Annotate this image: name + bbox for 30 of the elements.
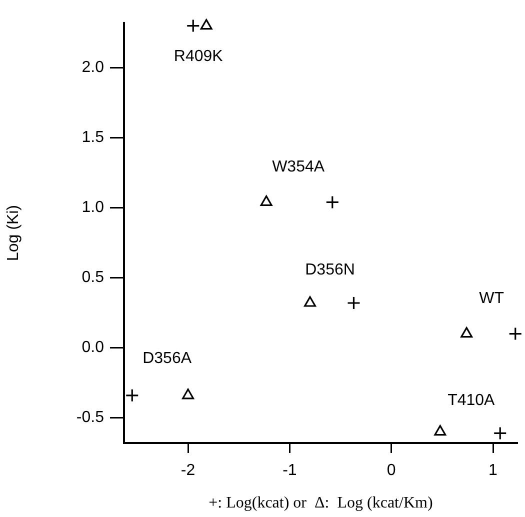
y-tick-label: 2.0 — [82, 59, 104, 76]
point — [186, 19, 200, 33]
x-tick-label: -2 — [180, 462, 196, 480]
annotation: D356N — [305, 261, 355, 278]
annotation: R409K — [174, 48, 224, 66]
x-axis-title: +: Log(kcat) or Δ: Log (kcat/Km) — [208, 494, 433, 512]
annotation: T410A — [448, 392, 496, 410]
y-tick-label: 1.5 — [82, 129, 104, 146]
x-tick-label: 0 — [386, 462, 396, 480]
y-tick-label: 1.0 — [82, 199, 104, 216]
annotation: W354A — [272, 158, 325, 176]
annotation: D356A — [142, 350, 192, 367]
point — [125, 388, 139, 402]
x-tick-label: -1 — [282, 462, 297, 480]
point — [434, 425, 446, 436]
y-axis-title: Log (Ki) — [5, 204, 22, 262]
annotation: WT — [479, 290, 504, 308]
point — [200, 19, 212, 30]
y-tick-label: 0.0 — [82, 339, 104, 356]
point — [508, 327, 522, 341]
point — [460, 327, 473, 338]
point — [182, 388, 194, 400]
y-tick-label: 0.5 — [82, 269, 104, 286]
point — [346, 296, 361, 310]
x-tick-label: 1 — [488, 462, 498, 480]
point — [326, 195, 340, 209]
point — [260, 195, 272, 206]
point — [304, 296, 316, 307]
y-tick-label: -0.5 — [76, 409, 104, 426]
point — [493, 426, 507, 440]
